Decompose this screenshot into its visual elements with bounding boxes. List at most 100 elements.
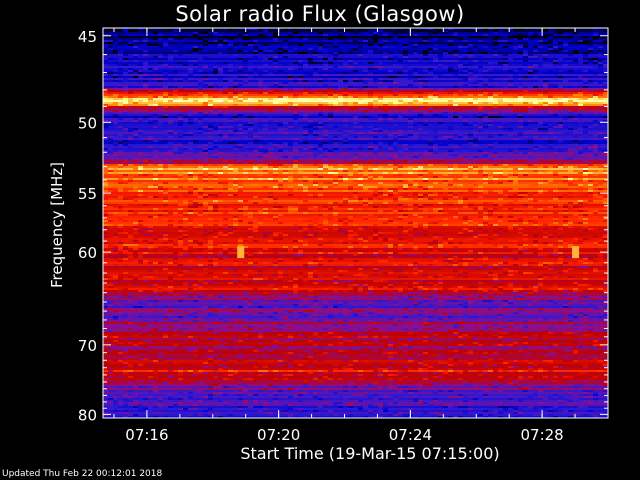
heatmap-cell: [463, 46, 468, 48]
heatmap-cell: [603, 266, 608, 268]
heatmap-cell: [253, 272, 258, 274]
heatmap-cell: [333, 134, 338, 136]
heatmap-cell: [358, 232, 363, 234]
heatmap-cell: [258, 252, 263, 254]
heatmap-cell: [363, 188, 368, 190]
heatmap-cell: [218, 168, 223, 170]
heatmap-cell: [333, 54, 338, 56]
heatmap-cell: [518, 210, 523, 212]
heatmap-cell: [168, 262, 173, 264]
heatmap-cell: [153, 28, 158, 30]
heatmap-cell: [483, 272, 488, 274]
heatmap-cell: [253, 28, 258, 30]
heatmap-cell: [113, 70, 118, 72]
heatmap-cell: [318, 138, 323, 140]
heatmap-cell: [603, 234, 608, 236]
heatmap-cell: [333, 152, 338, 154]
heatmap-cell: [153, 116, 158, 118]
heatmap-cell: [398, 240, 403, 242]
heatmap-cell: [523, 244, 528, 246]
heatmap-row: [103, 78, 608, 80]
heatmap-cell: [278, 146, 283, 148]
heatmap-cell: [148, 136, 153, 138]
heatmap-cell: [483, 86, 488, 88]
heatmap-cell: [418, 266, 423, 268]
heatmap-cell: [378, 234, 383, 236]
heatmap-cell: [278, 98, 283, 100]
heatmap-cell: [383, 240, 388, 242]
heatmap-cell: [568, 196, 573, 198]
heatmap-cell: [333, 182, 338, 184]
heatmap-cell: [383, 52, 388, 54]
heatmap-cell: [568, 278, 573, 280]
heatmap-cell: [523, 144, 528, 146]
heatmap-cell: [593, 100, 598, 102]
heatmap-cell: [353, 216, 358, 218]
heatmap-cell: [478, 126, 483, 128]
heatmap-cell: [318, 238, 323, 240]
heatmap-cell: [538, 130, 543, 132]
heatmap-cell: [303, 200, 308, 202]
heatmap-cell: [253, 132, 258, 134]
heatmap-cell: [508, 148, 513, 150]
heatmap-cell: [383, 32, 388, 34]
heatmap-cell: [143, 234, 148, 236]
heatmap-cell: [418, 112, 423, 114]
heatmap-cell: [243, 262, 248, 264]
heatmap-cell: [218, 124, 223, 126]
heatmap-cell: [458, 90, 463, 92]
heatmap-cell: [208, 248, 213, 250]
heatmap-cell: [488, 272, 493, 274]
heatmap-cell: [338, 76, 343, 78]
heatmap-cell: [448, 172, 453, 174]
heatmap-cell: [308, 274, 313, 276]
heatmap-cell: [313, 54, 318, 56]
heatmap-cell: [428, 30, 433, 32]
heatmap-band: [103, 38, 608, 40]
heatmap-band: [103, 276, 608, 278]
heatmap-row: [103, 238, 608, 240]
heatmap-cell: [573, 140, 578, 142]
heatmap-row: [103, 82, 608, 84]
heatmap-cell: [458, 98, 463, 100]
heatmap-cell: [383, 74, 388, 76]
heatmap-cell: [283, 102, 288, 104]
heatmap-cell: [363, 116, 368, 118]
heatmap-cell: [198, 48, 203, 50]
heatmap-cell: [403, 70, 408, 72]
heatmap-cell: [548, 148, 553, 150]
heatmap-cell: [178, 116, 183, 118]
heatmap-cell: [288, 292, 293, 294]
heatmap-cell: [198, 64, 203, 66]
heatmap-cell: [573, 214, 578, 216]
heatmap-cell: [428, 164, 433, 166]
heatmap-cell: [208, 232, 213, 234]
heatmap-cell: [208, 128, 213, 130]
heatmap-cell: [158, 262, 163, 264]
heatmap-cell: [358, 176, 363, 178]
heatmap-cell: [228, 292, 233, 294]
heatmap-cell: [473, 166, 478, 168]
heatmap-cell: [183, 80, 188, 82]
heatmap-cell: [553, 42, 558, 44]
heatmap-cell: [563, 194, 568, 196]
heatmap-cell: [573, 184, 578, 186]
heatmap-cell: [488, 218, 493, 220]
heatmap-cell: [253, 68, 258, 70]
heatmap-cell: [383, 232, 388, 234]
heatmap-cell: [308, 206, 313, 208]
heatmap-cell: [178, 82, 183, 84]
heatmap-cell: [198, 156, 203, 158]
heatmap-cell: [588, 258, 593, 260]
heatmap-cell: [343, 230, 348, 232]
heatmap-cell: [433, 76, 438, 78]
heatmap-cell: [108, 286, 113, 288]
heatmap-cell: [548, 64, 553, 66]
heatmap-cell: [568, 154, 573, 156]
heatmap-row: [103, 202, 608, 204]
heatmap-cell: [503, 78, 508, 80]
heatmap-band: [103, 212, 608, 214]
heatmap-cell: [583, 42, 588, 44]
heatmap-cell: [348, 250, 353, 252]
heatmap-cell: [428, 154, 433, 156]
